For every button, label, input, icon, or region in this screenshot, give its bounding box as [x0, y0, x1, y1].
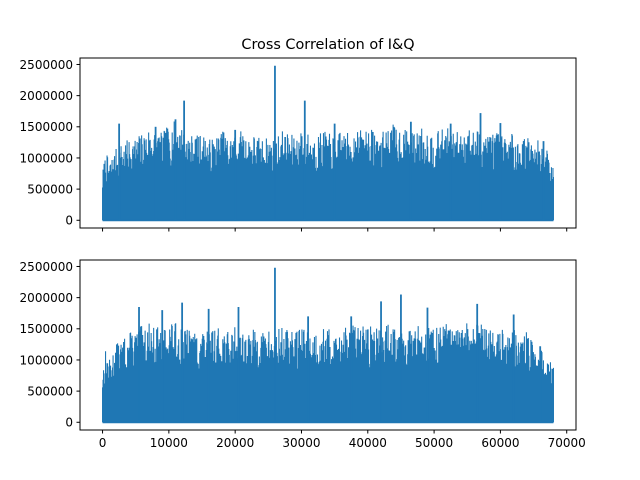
chart-title: Cross Correlation of I&Q	[241, 37, 414, 53]
x-tick-label-bottom-4: 40000	[349, 436, 387, 450]
y-tick-label-bottom-2: 1000000	[20, 353, 73, 367]
y-tick-label-top-5: 2500000	[20, 58, 73, 72]
plot-area-top	[102, 65, 554, 222]
axes-frame-top	[79, 57, 577, 229]
y-tick-label-top-0: 0	[65, 214, 73, 228]
x-tick-label-bottom-3: 30000	[282, 436, 320, 450]
series-line-top	[102, 121, 554, 221]
y-tick-label-bottom-5: 2500000	[20, 260, 73, 274]
subplot-top: Cross Correlation of I&Q 0 500000 1000000 1…	[20, 37, 577, 232]
axis-ticks-bottom: 0 500000 1000000 1500000 2000000 2500000 0 1000…	[20, 260, 586, 450]
y-tick-label-bottom-1: 500000	[27, 384, 73, 398]
y-tick-label-top-4: 2000000	[20, 89, 73, 103]
y-tick-label-bottom-4: 2000000	[20, 291, 73, 305]
x-tick-label-bottom-2: 20000	[216, 436, 254, 450]
x-tick-label-bottom-6: 60000	[481, 436, 519, 450]
y-tick-label-top-2: 1000000	[20, 151, 73, 165]
x-tick-label-bottom-0: 0	[99, 436, 107, 450]
y-tick-label-top-1: 500000	[27, 182, 73, 196]
axis-ticks-top: 0 500000 1000000 1500000 2000000 2500000	[20, 58, 568, 232]
series-line-bottom	[102, 323, 554, 423]
x-tick-label-bottom-7: 70000	[548, 436, 586, 450]
subplot-bottom: 0 500000 1000000 1500000 2000000 2500000 0 1000…	[20, 259, 586, 450]
x-tick-label-bottom-1: 10000	[150, 436, 188, 450]
y-tick-label-top-3: 1500000	[20, 120, 73, 134]
plot-area-bottom	[102, 267, 554, 424]
axes-frame-bottom	[79, 259, 577, 431]
y-tick-label-bottom-3: 1500000	[20, 322, 73, 336]
x-tick-label-bottom-5: 50000	[415, 436, 453, 450]
y-tick-label-bottom-0: 0	[65, 416, 73, 430]
